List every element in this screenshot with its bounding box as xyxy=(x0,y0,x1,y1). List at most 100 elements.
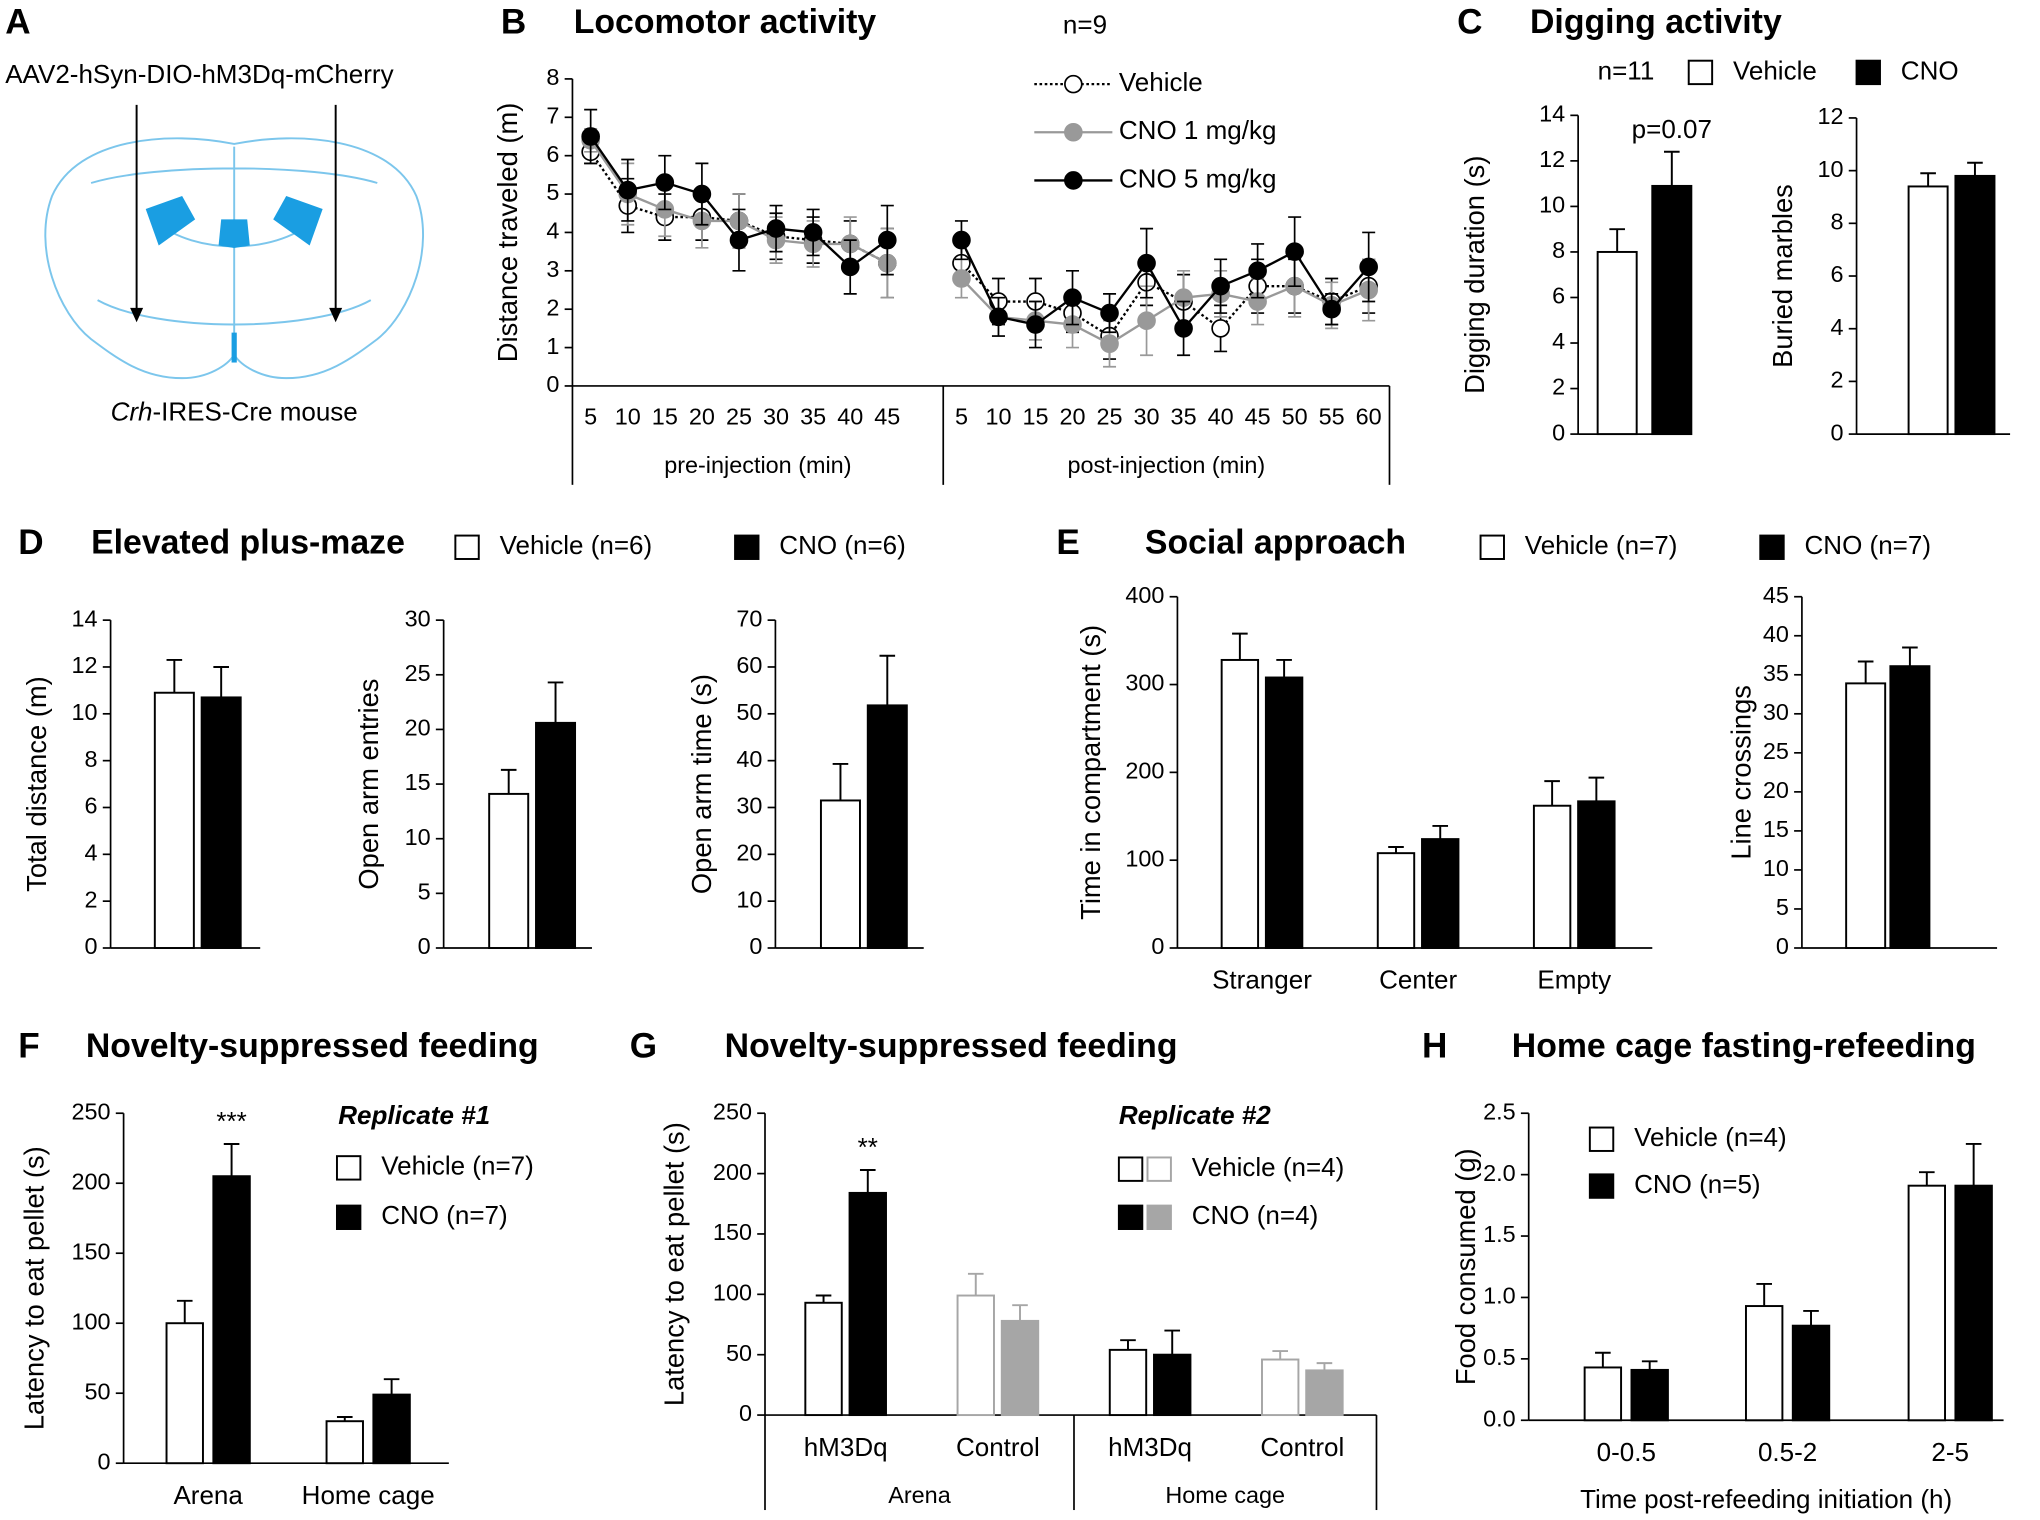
y-tick-label: 60 xyxy=(736,652,762,678)
annotation: p=0.07 xyxy=(1632,114,1712,144)
marker xyxy=(952,230,971,250)
y-tick-label: 40 xyxy=(1763,621,1789,647)
legend-swatch xyxy=(335,1204,362,1230)
y-tick-label: 45 xyxy=(1763,582,1789,608)
brain-region xyxy=(218,219,250,249)
legend-label: CNO 5 mg/kg xyxy=(1119,163,1277,193)
y-axis-label: Food consumed (g) xyxy=(1450,1148,1481,1385)
panel-letter: H xyxy=(1422,1026,1447,1065)
legend-label: CNO 1 mg/kg xyxy=(1119,115,1277,145)
bar xyxy=(1791,1324,1831,1422)
marker xyxy=(989,307,1008,327)
group-label: Home cage xyxy=(1165,1482,1285,1508)
legend-swatch xyxy=(1687,59,1714,86)
bar xyxy=(1000,1319,1040,1417)
y-tick-label: 10 xyxy=(1539,192,1565,218)
bar xyxy=(1744,1305,1784,1422)
marker xyxy=(840,257,860,277)
bar xyxy=(1261,1358,1300,1417)
panel-title: Home cage fasting-refeeding xyxy=(1512,1027,1976,1065)
y-tick-label: 2 xyxy=(1831,367,1844,393)
y-tick-label: 15 xyxy=(1763,816,1789,842)
y-tick-label: 2.0 xyxy=(1483,1160,1516,1186)
error-bar xyxy=(1920,172,1936,187)
legend-marker xyxy=(1064,171,1083,190)
x-tick-label: 0-0.5 xyxy=(1597,1437,1656,1467)
legend-label: Vehicle xyxy=(1119,67,1203,97)
panel-1: C Digging activity n=11 Vehicle CNO 0 2 4 6 8 10 12… xyxy=(1457,3,2011,445)
marker xyxy=(952,269,971,288)
y-tick-label: 0.0 xyxy=(1483,1405,1516,1431)
legend-swatch xyxy=(454,534,480,560)
x-tick-label: 20 xyxy=(1059,404,1085,430)
bar xyxy=(372,1393,411,1465)
bar xyxy=(1421,838,1460,949)
y-tick-label: 0 xyxy=(1831,419,1844,445)
x-tick-label: Empty xyxy=(1537,965,1611,995)
note: n=11 xyxy=(1598,55,1655,85)
y-tick-label: 400 xyxy=(1125,582,1164,608)
y-tick-label: 0 xyxy=(749,933,762,959)
y-tick-label: 50 xyxy=(736,699,762,725)
error-bar xyxy=(1164,1329,1181,1355)
x-tick-label: 20 xyxy=(689,404,715,430)
legend-swatch xyxy=(1479,534,1505,560)
y-tick-label: 8 xyxy=(85,746,98,772)
y-tick-label: 0 xyxy=(98,1448,111,1474)
x-tick-label: 5 xyxy=(955,404,968,430)
y-tick-label: 25 xyxy=(405,660,431,686)
y-tick-label: 150 xyxy=(72,1238,111,1264)
error-bar xyxy=(1857,660,1874,684)
x-tick-label: 2-5 xyxy=(1931,1437,1969,1467)
error-bar xyxy=(1012,1304,1028,1321)
y-tick-label: 12 xyxy=(1817,103,1843,129)
marker xyxy=(877,230,897,250)
subtitle: Replicate #2 xyxy=(1119,1100,1271,1130)
legend-marker xyxy=(1064,122,1083,142)
panel-4: F Novelty-suppressed feeding Replicate #1 V… xyxy=(18,1026,538,1509)
error-bar xyxy=(1388,846,1404,854)
error-bar xyxy=(967,1272,984,1296)
y-tick-label: 15 xyxy=(405,769,431,795)
error-bar xyxy=(223,1143,240,1177)
bar xyxy=(1845,682,1887,949)
error-bar xyxy=(1316,1362,1333,1371)
gene: Crh xyxy=(111,396,153,426)
brain-region xyxy=(231,332,237,363)
y-tick-label: 12 xyxy=(72,652,98,678)
legend-swatch xyxy=(1855,59,1881,86)
marker xyxy=(1100,334,1119,354)
x-tick-label: 40 xyxy=(837,404,863,430)
marker xyxy=(1248,261,1267,281)
y-tick-label: 10 xyxy=(736,886,762,912)
group-label: pre-injection (min) xyxy=(664,452,851,478)
marker xyxy=(618,180,638,200)
subtitle: Replicate #1 xyxy=(338,1100,490,1130)
marker xyxy=(1174,319,1193,338)
y-tick-label: 50 xyxy=(726,1340,752,1366)
y-tick-label: 250 xyxy=(72,1098,111,1124)
marker xyxy=(1137,253,1156,273)
x-tick-label: Home cage xyxy=(302,1480,435,1510)
y-tick-label: 7 xyxy=(546,102,559,128)
mouse-text: -IRES-Cre mouse xyxy=(153,396,358,426)
error-bar xyxy=(1232,632,1248,660)
bar xyxy=(1954,1184,1993,1422)
legend-swatch xyxy=(335,1155,362,1181)
marker xyxy=(1211,319,1230,338)
y-tick-label: 0 xyxy=(1776,933,1789,959)
series-line xyxy=(960,239,1370,331)
bar xyxy=(956,1294,995,1417)
y-axis-label: Line crossings xyxy=(1726,685,1757,860)
series-line xyxy=(960,262,1370,338)
bar xyxy=(804,1301,843,1417)
group-label: Arena xyxy=(888,1482,951,1508)
y-tick-label: 6 xyxy=(85,793,98,819)
bar xyxy=(1907,185,1949,436)
marker xyxy=(1285,242,1304,261)
legend-label: CNO (n=6) xyxy=(779,530,906,560)
x-axis-label: Time post-refeeding initiation (h) xyxy=(1580,1484,1952,1514)
error-bar xyxy=(1902,646,1918,667)
legend-label: CNO xyxy=(1901,55,1959,85)
bar xyxy=(1108,1348,1148,1417)
